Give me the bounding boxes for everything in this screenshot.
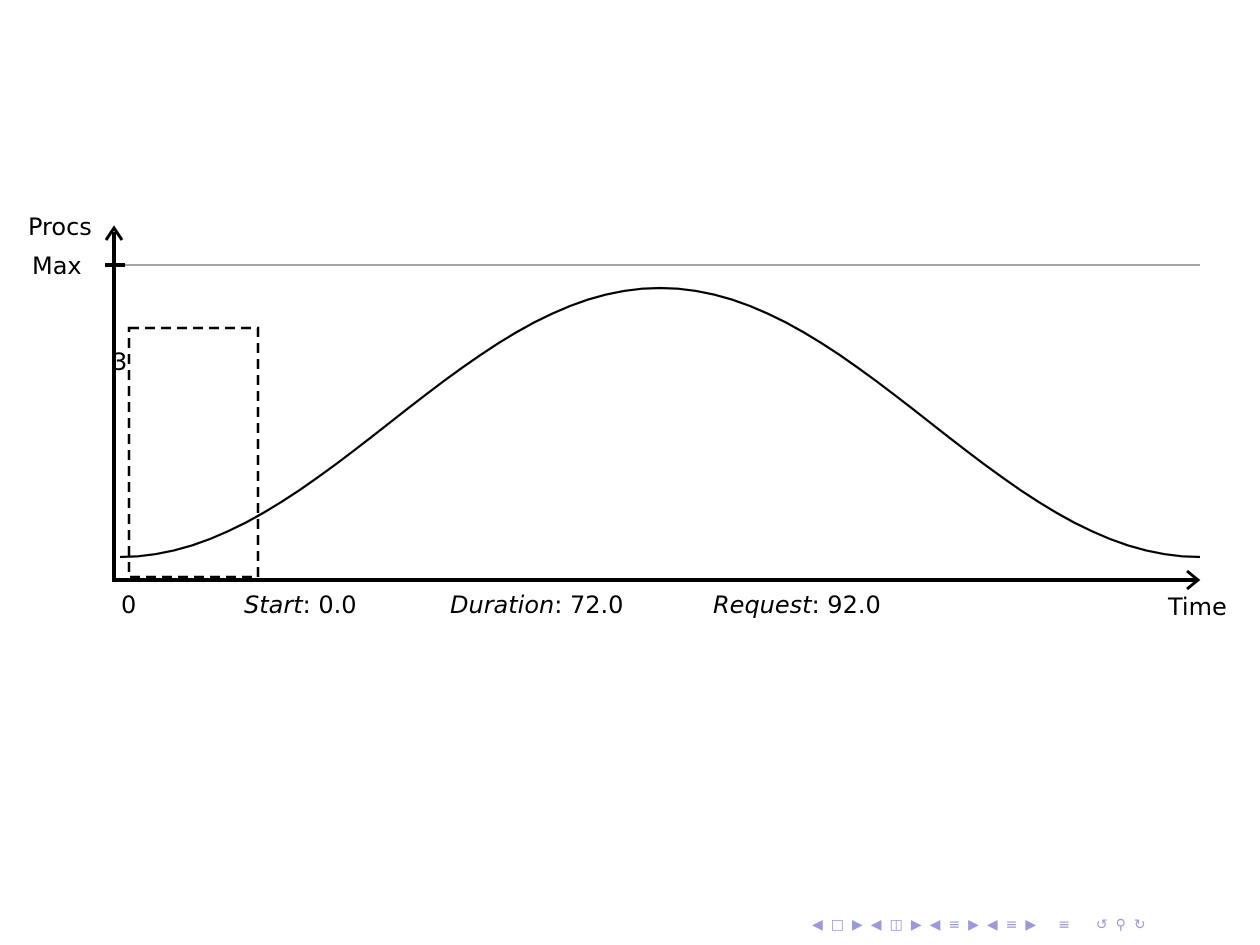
request-value: 92.0	[827, 591, 880, 619]
x-axis-label: Time	[1167, 593, 1227, 621]
x-axis-arrowhead	[1186, 569, 1201, 591]
start-value: 0.0	[318, 591, 356, 619]
duration-colon: :	[554, 591, 570, 619]
undo-icon[interactable]: ↺	[1095, 917, 1108, 933]
duration-readout: Duration: 72.0	[450, 591, 623, 619]
max-label: Max	[32, 252, 82, 280]
y-axis-label: Procs	[28, 213, 92, 241]
dashed-box	[127, 326, 260, 579]
search-icon[interactable]: ⚲	[1115, 917, 1126, 933]
y-axis-arrowhead	[104, 225, 124, 241]
slide-navigation: ◀ □ ▶ ◀ ◫ ▶ ◀ ≡ ▶ ◀ ≡ ▶ ≡ ↺ ⚲ ↻	[812, 912, 1154, 938]
load-curve	[119, 286, 1201, 559]
section-icon[interactable]: ◫	[889, 917, 903, 933]
arrow-left-icon[interactable]: ◀	[870, 917, 882, 933]
request-label: Request	[713, 591, 813, 619]
arrow-right-icon[interactable]: ▶	[1025, 917, 1037, 933]
request-colon: :	[812, 591, 828, 619]
subsubsection-icon[interactable]: ≡	[1005, 917, 1018, 933]
duration-label: Duration	[450, 591, 554, 619]
box-label: 3	[112, 348, 127, 376]
arrow-right-icon[interactable]: ▶	[852, 917, 863, 933]
duration-value: 72.0	[570, 591, 623, 619]
start-readout: Start: 0.0	[244, 591, 357, 619]
arrow-right-icon[interactable]: ▶	[968, 917, 979, 933]
request-readout: Request: 92.0	[713, 591, 881, 619]
redo-icon[interactable]: ↻	[1133, 917, 1146, 933]
arrow-left-icon[interactable]: ◀	[986, 917, 998, 933]
origin-label: 0	[121, 591, 136, 619]
start-label: Start	[244, 591, 304, 619]
arrow-right-icon[interactable]: ▶	[910, 917, 922, 933]
arrow-left-icon[interactable]: ◀	[812, 917, 823, 933]
start-colon: :	[303, 591, 319, 619]
frame-icon[interactable]: □	[830, 917, 845, 933]
subsection-icon[interactable]: ≡	[948, 917, 961, 933]
arrow-left-icon[interactable]: ◀	[929, 917, 941, 933]
align-icon[interactable]: ≡	[1058, 917, 1070, 933]
